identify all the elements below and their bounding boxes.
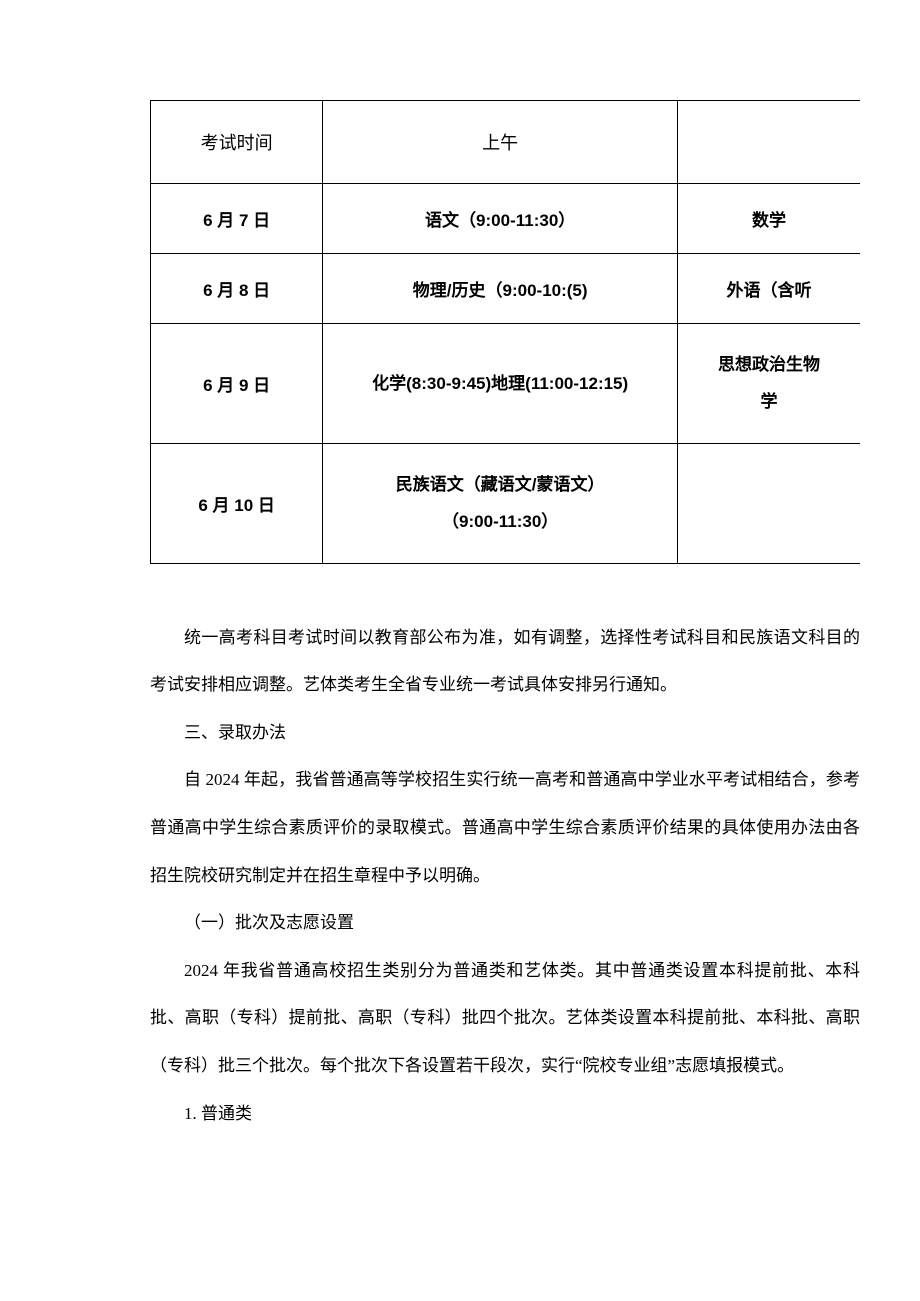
cell-morning: 民族语文（藏语文/蒙语文） （9:00-11:30）: [323, 443, 678, 563]
table-row: 6 月 7 日 语文（9:00-11:30） 数学: [151, 184, 861, 254]
cell-line: 思想政治生物: [688, 346, 850, 383]
table-row: 6 月 8 日 物理/历史（9:00-10:(5) 外语（含听: [151, 254, 861, 324]
section-heading: 三、录取办法: [150, 709, 860, 757]
cell-morning: 物理/历史（9:00-10:(5): [323, 254, 678, 324]
cell-line: 民族语文（藏语文/蒙语文）: [333, 466, 667, 503]
document-body: 统一高考科目考试时间以教育部公布为准，如有调整，选择性考试科目和民族语文科目的考…: [150, 614, 860, 1138]
paragraph: 2024 年我省普通高校招生类别分为普通类和艺体类。其中普通类设置本科提前批、本…: [150, 947, 860, 1090]
exam-schedule-table: 考试时间 上午 6 月 7 日 语文（9:00-11:30） 数学 6 月 8 …: [150, 100, 860, 564]
table-header-row: 考试时间 上午: [151, 101, 861, 184]
cell-afternoon: 思想政治生物 学: [678, 324, 860, 444]
cell-line: 化学(8:30-9:45)地理(11:00-12:15): [333, 365, 667, 402]
cell-line: （9:00-11:30）: [333, 503, 667, 540]
subsection-heading: （一）批次及志愿设置: [150, 899, 860, 947]
cell-date: 6 月 10 日: [151, 443, 323, 563]
list-item-heading: 1. 普通类: [150, 1090, 860, 1138]
cell-afternoon: 外语（含听: [678, 254, 860, 324]
cell-morning: 语文（9:00-11:30）: [323, 184, 678, 254]
table-row: 6 月 9 日 化学(8:30-9:45)地理(11:00-12:15) 思想政…: [151, 324, 861, 444]
cell-date: 6 月 9 日: [151, 324, 323, 444]
header-afternoon: [678, 101, 860, 184]
cell-morning: 化学(8:30-9:45)地理(11:00-12:15): [323, 324, 678, 444]
header-date: 考试时间: [151, 101, 323, 184]
cell-afternoon: 数学: [678, 184, 860, 254]
paragraph: 统一高考科目考试时间以教育部公布为准，如有调整，选择性考试科目和民族语文科目的考…: [150, 614, 860, 709]
table-row: 6 月 10 日 民族语文（藏语文/蒙语文） （9:00-11:30）: [151, 443, 861, 563]
cell-line: 学: [688, 383, 850, 420]
cell-date: 6 月 8 日: [151, 254, 323, 324]
cell-date: 6 月 7 日: [151, 184, 323, 254]
paragraph: 自 2024 年起，我省普通高等学校招生实行统一高考和普通高中学业水平考试相结合…: [150, 756, 860, 899]
cell-afternoon: [678, 443, 860, 563]
header-morning: 上午: [323, 101, 678, 184]
